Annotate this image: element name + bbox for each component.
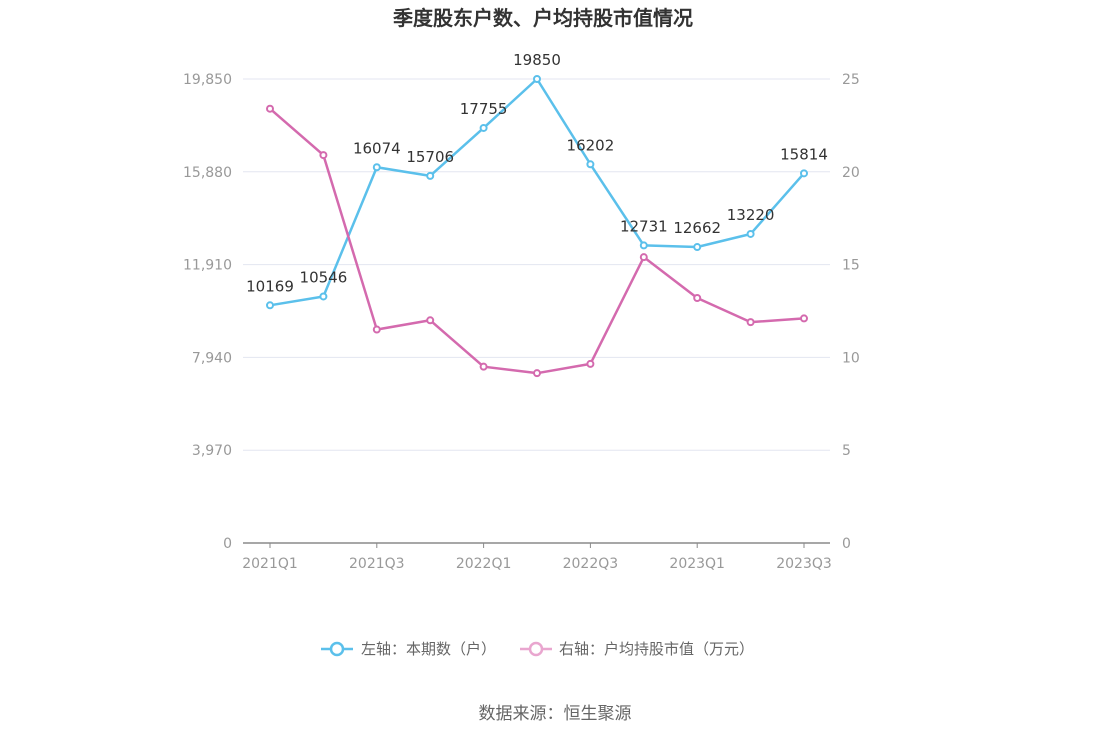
data-point (746, 318, 755, 327)
x-tick-label: 2021Q1 (242, 556, 298, 572)
data-point (693, 294, 702, 303)
data-label: 15814 (780, 145, 828, 163)
legend-item-right-axis[interactable]: 右轴：户均持股市值（万元） (520, 640, 754, 658)
series-line-left (269, 77, 805, 307)
data-point (586, 359, 595, 368)
data-label: 12662 (673, 219, 721, 237)
left-tick-label: 15,880 (183, 165, 232, 181)
x-tick-label: 2023Q1 (669, 556, 725, 572)
data-point (533, 75, 541, 83)
left-axis-ticks: 0 3,970 7,940 11,910 15,880 19,850 (183, 72, 232, 552)
series-right (266, 104, 808, 378)
x-tick-label: 2021Q3 (349, 556, 405, 572)
grid (243, 78, 830, 451)
series-left: 10169 10546 16074 15706 17755 19850 16202 12731… (246, 51, 828, 310)
legend-marker-right (528, 641, 544, 657)
data-point (639, 241, 648, 250)
right-tick-label: 20 (842, 165, 860, 181)
data-point (800, 169, 808, 178)
x-tick-label: 2022Q1 (456, 556, 512, 572)
data-point (266, 301, 274, 310)
data-label: 16074 (353, 139, 401, 157)
data-label: 12731 (620, 217, 668, 235)
x-axis: 2021Q1 2021Q3 2022Q1 2022Q3 2023Q1 2023Q3 (242, 542, 832, 572)
x-tick-label: 2023Q3 (776, 556, 832, 572)
legend-label-left: 左轴：本期数（户） (361, 640, 496, 658)
data-label: 16202 (567, 136, 615, 154)
data-label: 13220 (727, 206, 775, 224)
series-layer: 10169 10546 16074 15706 17755 19850 16202 12731… (246, 51, 828, 378)
legend: 左轴：本期数（户） 右轴：户均持股市值（万元） (321, 640, 754, 658)
x-tick-label: 2022Q3 (563, 556, 619, 572)
left-tick-label: 19,850 (183, 72, 232, 88)
data-point (746, 229, 755, 238)
data-point (800, 314, 808, 323)
data-point (426, 316, 435, 325)
data-point (426, 171, 435, 180)
data-point (479, 362, 488, 371)
data-point (372, 163, 381, 172)
data-point (533, 369, 541, 378)
data-point (693, 243, 702, 252)
data-point (586, 160, 595, 169)
data-point (372, 325, 381, 334)
right-tick-label: 10 (842, 350, 860, 366)
left-tick-label: 3,970 (192, 443, 232, 459)
data-label: 17755 (460, 100, 508, 118)
right-tick-label: 25 (842, 72, 860, 88)
legend-label-right: 右轴：户均持股市值（万元） (559, 640, 754, 658)
left-tick-label: 7,940 (192, 350, 232, 366)
data-point (479, 123, 488, 132)
data-point (266, 104, 274, 113)
data-source: 数据来源：恒生聚源 (479, 704, 632, 724)
data-label: 19850 (513, 51, 561, 69)
data-label: 10546 (300, 268, 348, 286)
right-tick-label: 15 (842, 258, 860, 274)
legend-marker-left (329, 641, 345, 657)
left-tick-label: 0 (223, 536, 232, 552)
legend-item-left-axis[interactable]: 左轴：本期数（户） (321, 640, 496, 658)
data-point (319, 292, 328, 301)
left-tick-label: 11,910 (183, 258, 232, 274)
data-point (639, 253, 648, 262)
right-tick-label: 5 (842, 443, 851, 459)
chart-title: 季度股东户数、户均持股市值情况 (392, 6, 693, 30)
data-point (319, 151, 328, 160)
data-label: 10169 (246, 277, 294, 295)
right-axis-ticks: 0 5 10 15 20 25 (842, 72, 860, 552)
data-label: 15706 (406, 148, 454, 166)
right-tick-label: 0 (842, 536, 851, 552)
